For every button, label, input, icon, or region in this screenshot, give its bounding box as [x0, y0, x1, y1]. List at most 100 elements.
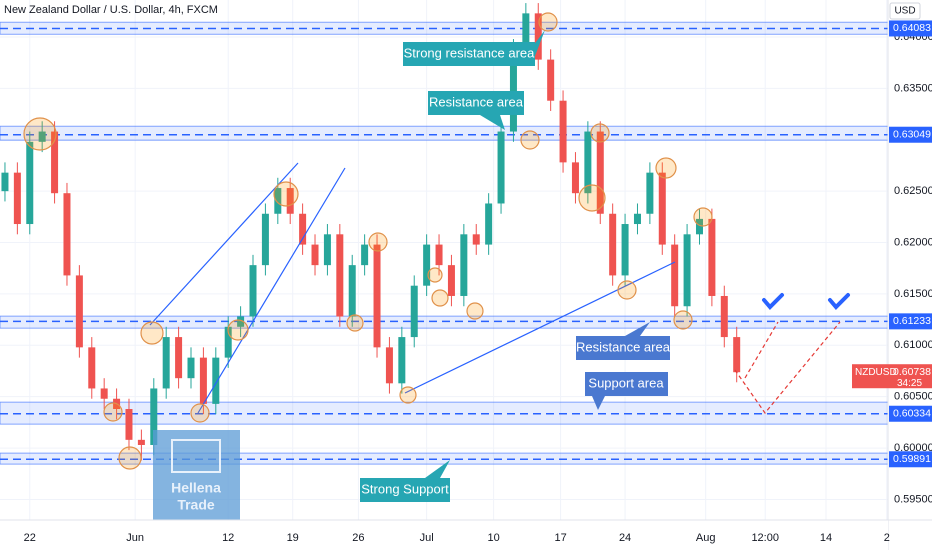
- candle-body: [447, 265, 455, 296]
- y-tick-label: 0.60500: [894, 391, 932, 403]
- candle-body: [658, 172, 666, 245]
- zone: [0, 315, 889, 329]
- callouts: Strong resistance area Resistance area R…: [360, 30, 671, 502]
- callout-box: [360, 460, 450, 502]
- y-tick-label: 0.59500: [894, 493, 932, 505]
- x-tick-label: 12:00: [751, 532, 779, 544]
- highlight: [466, 302, 484, 320]
- y-tick-label: 0.63500: [894, 82, 932, 94]
- highlight: [693, 207, 713, 227]
- candle-body: [175, 337, 183, 379]
- symbol-label: NZDUSD: [855, 367, 897, 378]
- callout-text: Strong resistance area: [404, 45, 536, 60]
- highlight: [578, 184, 606, 212]
- candle-body: [559, 100, 567, 163]
- candle-body: [26, 141, 34, 225]
- level-label: 0.59891: [893, 453, 931, 465]
- highlight: [140, 321, 164, 345]
- candle-body: [88, 347, 96, 389]
- candle-body: [695, 218, 703, 235]
- x-tick-label: Jun: [126, 532, 144, 544]
- candle-body: [187, 357, 195, 379]
- candle-body: [249, 265, 257, 317]
- level-label-box: [889, 126, 932, 143]
- x-tick-label: Jul: [420, 532, 434, 544]
- candle-body: [571, 162, 579, 194]
- watermark-box: [153, 430, 240, 520]
- highlight: [399, 386, 417, 404]
- candle-body: [373, 244, 381, 348]
- highlight: [617, 280, 637, 300]
- chart-title: New Zealand Dollar / U.S. Dollar, 4h, FX…: [4, 4, 218, 16]
- highlight: [368, 232, 388, 252]
- level-label-box: [889, 313, 932, 330]
- callout-text: Strong Support: [361, 481, 449, 496]
- callout-box: [428, 91, 524, 130]
- candle-body: [609, 213, 617, 276]
- x-tick-label: 19: [287, 532, 299, 544]
- callout-text: Resistance area: [429, 94, 524, 109]
- x-tick-label: 26: [352, 532, 364, 544]
- x-tick-label: 17: [554, 532, 566, 544]
- time-axis: [0, 520, 888, 550]
- y-tick-label: 0.61500: [894, 288, 932, 300]
- highlight: [346, 314, 364, 332]
- trend-line: [404, 261, 676, 394]
- candle-body: [1, 172, 9, 192]
- x-tick-label: 10: [487, 532, 499, 544]
- candle-body: [733, 337, 741, 373]
- zones: [0, 0, 889, 520]
- candle-body: [683, 234, 691, 307]
- level-label-box: [889, 405, 932, 422]
- candle-body: [237, 316, 245, 327]
- projection: [744, 321, 779, 379]
- trend-line: [197, 167, 346, 414]
- candle-body: [323, 234, 331, 266]
- candle-body: [534, 13, 542, 60]
- candle-body: [385, 347, 393, 384]
- x-tick-label: Aug: [696, 532, 716, 544]
- candle-body: [261, 213, 269, 266]
- highlight: [673, 310, 693, 330]
- highlight: [538, 12, 558, 32]
- countdown: 34:25: [897, 378, 922, 389]
- highlight: [427, 267, 443, 283]
- callout-text: Resistance area: [576, 339, 671, 354]
- currency: USD: [894, 6, 915, 17]
- trend-line: [149, 162, 299, 326]
- check-mark: [828, 293, 850, 310]
- highlight: [190, 403, 210, 423]
- y-tick-label: 0.61000: [894, 339, 932, 351]
- candle-body: [100, 388, 108, 399]
- callout-box: [576, 322, 670, 360]
- candles: [1, 3, 741, 461]
- candle-body: [547, 59, 555, 101]
- candle-body: [472, 234, 480, 245]
- callout-box: [585, 372, 668, 410]
- candle-body: [671, 244, 679, 307]
- candle-body: [584, 131, 592, 194]
- candle-body: [509, 49, 517, 132]
- highlight: [273, 181, 299, 207]
- x-tick-label: 24: [619, 532, 631, 544]
- x-tick-label: 2: [884, 532, 890, 544]
- candle-body: [137, 439, 145, 445]
- candle-body: [286, 188, 294, 214]
- watermark-text: Trade: [177, 497, 215, 513]
- candle-body: [720, 295, 728, 338]
- watermark-icon: [171, 439, 221, 473]
- currency-box: [889, 2, 921, 20]
- highlight: [23, 117, 57, 151]
- x-tick-label: 12: [222, 532, 234, 544]
- level-label: 0.60334: [893, 408, 931, 420]
- candle-body: [38, 131, 46, 142]
- candle-body: [621, 224, 629, 276]
- watermark: Hellena Trade: [153, 430, 240, 520]
- candle-body: [497, 131, 505, 204]
- y-tick-label: 0.62500: [894, 185, 932, 197]
- candle-body: [410, 285, 418, 338]
- y-tick-label: 0.62000: [894, 236, 932, 248]
- candle-body: [348, 265, 356, 317]
- candle-body: [224, 326, 232, 358]
